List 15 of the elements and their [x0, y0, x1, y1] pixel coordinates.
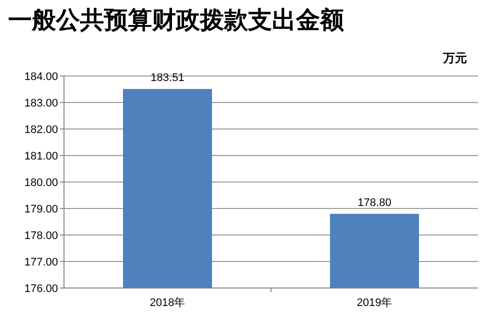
y-tick-label: 176.00	[24, 283, 58, 295]
text: 183.51	[150, 72, 184, 84]
y-tick-label: 177.00	[24, 256, 58, 268]
y-tick-label: 181.00	[24, 150, 58, 162]
text: 178.80	[358, 196, 392, 209]
x-tick-label: 2019年	[356, 297, 392, 309]
y-tick-label: 180.00	[24, 177, 58, 189]
x-tick-label: 2018年	[150, 297, 186, 309]
y-axis-title: 万元	[442, 51, 467, 65]
y-tick-label: 183.00	[24, 98, 58, 110]
y-tick-label: 178.00	[24, 230, 58, 242]
y-tick-label: 179.00	[24, 204, 58, 216]
y-tick-label: 184.00	[24, 71, 58, 83]
chart-title: 一般公共预算财政拨款支出金额	[8, 5, 345, 34]
y-tick-label: 182.00	[24, 124, 58, 136]
